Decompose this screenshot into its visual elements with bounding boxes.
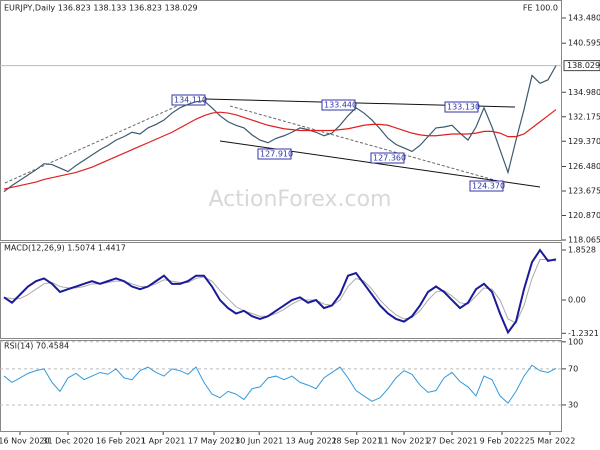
level-box <box>257 148 292 160</box>
x-tick-label: 31 Dec 2020 <box>42 437 93 446</box>
level-label: 124.370 <box>472 182 505 191</box>
y-tick-label: 100 <box>568 337 583 346</box>
x-tick-label: 17 May 2021 <box>188 437 240 446</box>
series-line <box>3 364 557 404</box>
y-tick-label: 118.065 <box>568 236 600 245</box>
y-tick-label: -1.2321 <box>568 329 599 338</box>
last-price-label: 138.029 <box>567 61 600 70</box>
y-tick-label: 1.8528 <box>568 245 596 254</box>
panel-title: MACD(12,26,9) 1.5074 1.4417 <box>4 244 126 253</box>
trend-line <box>4 97 196 184</box>
y-tick-label: 132.175 <box>568 112 600 121</box>
x-tick-label: 30 Jun 2021 <box>235 437 283 446</box>
y-tick-label: 120.870 <box>568 211 600 220</box>
x-tick-label: 11 Nov 2021 <box>378 437 429 446</box>
watermark: ActionForex.com <box>209 187 392 212</box>
panel-title: RSI(14) 70.4584 <box>4 342 69 351</box>
series-line <box>3 259 557 324</box>
level-label: 134.110 <box>174 96 207 105</box>
y-tick-label: 30 <box>568 400 578 409</box>
rsi-frame <box>0 340 562 432</box>
level-box <box>444 101 479 113</box>
level-label: 127.910 <box>260 150 293 159</box>
series-line <box>3 109 557 190</box>
level-label: 127.360 <box>373 154 406 163</box>
trend-line <box>229 105 506 184</box>
x-tick-label: 27 Dec 2021 <box>426 437 477 446</box>
x-tick-label: 25 Mar 2022 <box>525 437 576 446</box>
level-box <box>321 99 356 111</box>
x-tick-label: 28 Sep 2021 <box>331 437 382 446</box>
y-tick-label: 0.00 <box>568 296 586 305</box>
x-tick-label: 13 Aug 2021 <box>286 437 337 446</box>
level-box <box>469 180 504 192</box>
y-tick-label: 143.480 <box>568 14 600 23</box>
y-tick-label: 123.675 <box>568 186 600 195</box>
y-tick-label: 129.370 <box>568 137 600 146</box>
level-label: 133.130 <box>447 103 480 112</box>
x-tick-label: 16 Feb 2021 <box>96 437 146 446</box>
macd-frame <box>0 242 562 339</box>
level-box <box>171 94 206 106</box>
y-tick-label: 70 <box>568 364 578 373</box>
main-frame <box>0 0 562 241</box>
x-tick-label: 9 Feb 2022 <box>480 437 525 446</box>
series-line <box>3 65 557 193</box>
series-line <box>3 248 557 335</box>
y-tick-label: 140.595 <box>568 39 600 48</box>
last-price-box <box>563 60 600 72</box>
chart-title: EURJPY,Daily 136.823 138.133 136.823 138… <box>4 4 198 13</box>
x-tick-label: 16 Nov 2020 <box>0 437 50 446</box>
level-label: 133.440 <box>324 101 357 110</box>
level-box <box>370 152 405 164</box>
x-tick-label: 1 Apr 2021 <box>141 437 185 446</box>
corner-text: FE 100.0 <box>523 4 558 13</box>
y-tick-label: 134.980 <box>568 88 600 97</box>
y-tick-label: 126.480 <box>568 162 600 171</box>
